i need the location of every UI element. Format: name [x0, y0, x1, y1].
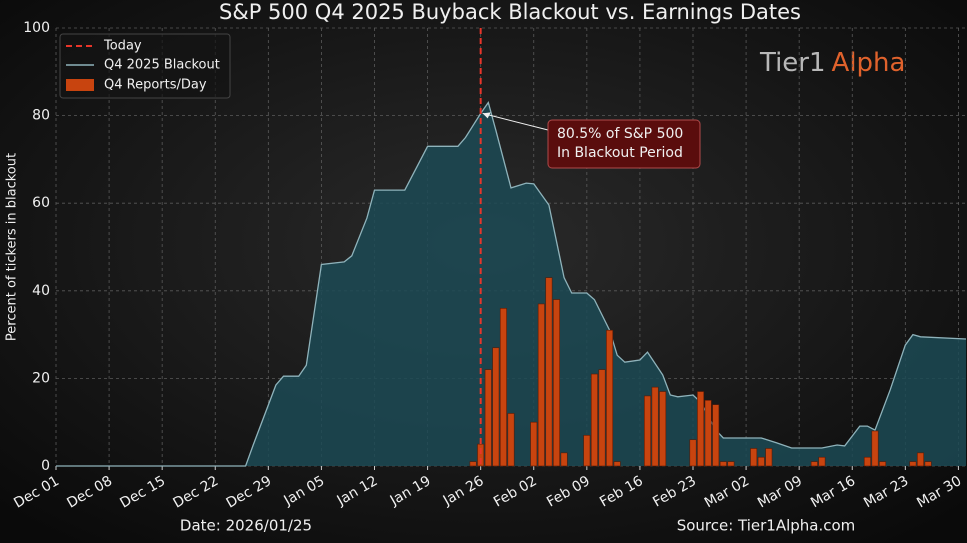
y-tick-label: 80 [32, 108, 50, 124]
y-tick-label: 60 [32, 195, 50, 211]
bar [727, 461, 735, 467]
bar [757, 456, 765, 467]
legend-label: Q4 2025 Blackout [104, 58, 220, 73]
y-tick-label: 40 [32, 283, 50, 299]
y-tick-label: 20 [32, 370, 50, 386]
bar [583, 435, 591, 467]
bar [917, 452, 924, 467]
date-note: Date: 2026/01/25 [180, 517, 312, 535]
bar [863, 456, 871, 467]
bar [909, 461, 917, 467]
bar [499, 308, 507, 467]
bar [879, 461, 887, 467]
bar [810, 461, 818, 467]
legend-label: Today [103, 39, 142, 54]
bar [492, 347, 500, 467]
blackout-line [56, 100, 967, 467]
y-axis-label: Percent of tickers in blackout [5, 153, 20, 341]
bar [606, 329, 614, 467]
bar [598, 369, 606, 467]
bar [590, 373, 598, 467]
bar [537, 303, 545, 467]
blackout-area [56, 102, 966, 466]
bar [765, 448, 773, 467]
bar [871, 430, 879, 467]
bar [689, 439, 697, 467]
bar [553, 299, 560, 467]
bar [477, 443, 485, 467]
annotation-box [547, 119, 701, 169]
bar [644, 395, 651, 467]
bar [659, 391, 667, 467]
bar [613, 461, 621, 467]
source-note: Source: Tier1Alpha.com [677, 517, 856, 535]
bar [545, 277, 553, 467]
bar [712, 404, 720, 467]
bar [818, 456, 826, 467]
annotation-arrowhead [482, 112, 491, 119]
annotation-text: In Blackout Period [557, 145, 683, 161]
legend-box [59, 33, 231, 99]
legend-key [66, 79, 94, 91]
bar [651, 386, 659, 467]
y-tick-label: 100 [23, 20, 50, 36]
bar [924, 461, 932, 467]
bar [560, 452, 568, 467]
brand-part: Alpha [832, 48, 906, 78]
legend: Today Q4 2025 Blackout Q4 Reports/Day [59, 33, 231, 99]
bar [750, 448, 758, 467]
bar [469, 461, 477, 467]
brand: Tier1 Alpha [759, 48, 905, 78]
y-tick-label: 0 [41, 458, 50, 474]
bar [507, 413, 515, 467]
bar [704, 399, 712, 467]
legend-label: Q4 Reports/Day [104, 78, 207, 93]
annotation-text: 80.5% of S&P 500 [557, 126, 683, 142]
annotation-arrow [482, 112, 549, 131]
bar [719, 461, 727, 467]
chart-title: S&P 500 Q4 2025 Buyback Blackout vs. Ear… [219, 0, 801, 24]
bar [697, 391, 705, 467]
bar [484, 369, 492, 467]
brand-part: Tier1 [759, 48, 826, 78]
bar [530, 421, 538, 467]
